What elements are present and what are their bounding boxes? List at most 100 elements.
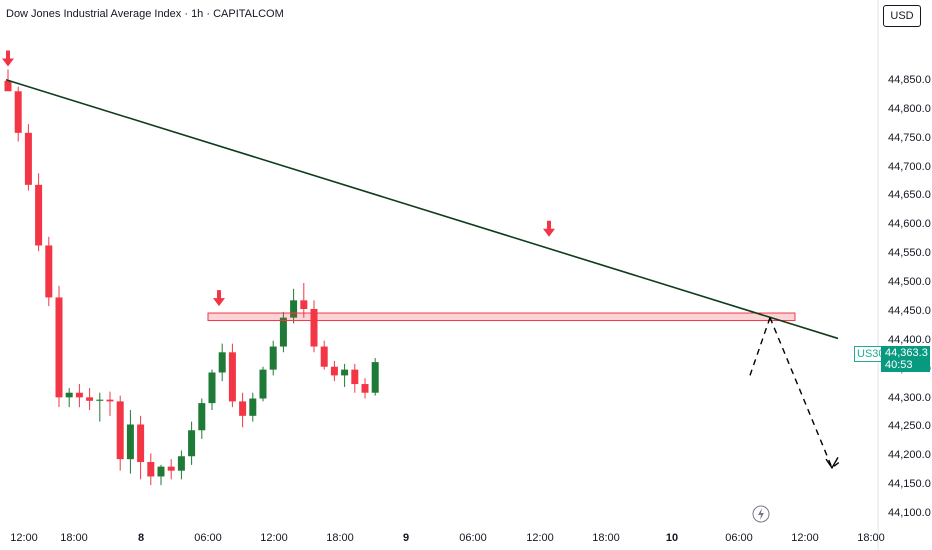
candle-body-up xyxy=(208,372,216,404)
candle xyxy=(35,173,43,252)
candle-body-up xyxy=(198,403,206,431)
candle-body-up xyxy=(249,398,257,416)
candle xyxy=(126,410,134,474)
candle xyxy=(45,236,53,307)
candle-body-down xyxy=(147,462,155,477)
candle-body-up xyxy=(218,352,226,373)
candle xyxy=(259,366,267,402)
y-tick-label: 44,750.0 xyxy=(888,131,931,144)
candle xyxy=(218,343,226,382)
candle xyxy=(177,450,185,480)
candle-body-up xyxy=(126,424,134,460)
candle-body-up xyxy=(269,346,277,370)
candle-body-down xyxy=(75,392,83,398)
projection-path xyxy=(769,317,842,469)
x-tick-label: 18:00 xyxy=(326,532,354,544)
candle xyxy=(106,391,114,416)
y-tick-label: 44,200.0 xyxy=(888,449,931,462)
arrow-marker-2 xyxy=(213,290,225,307)
y-tick-label: 44,450.0 xyxy=(888,304,931,317)
candle-body-up xyxy=(341,369,349,376)
x-tick-label: 06:00 xyxy=(725,532,753,544)
candle xyxy=(371,358,379,396)
candle xyxy=(188,421,196,465)
y-tick-label: 44,250.0 xyxy=(888,420,931,433)
candle-body-down xyxy=(361,384,369,393)
y-tick-label: 44,100.0 xyxy=(888,507,931,519)
candle xyxy=(65,388,73,408)
x-tick-label: 18:00 xyxy=(857,532,885,544)
candle-body-down xyxy=(228,352,236,402)
candle-body-down xyxy=(24,132,32,185)
y-tick-label: 44,700.0 xyxy=(888,160,931,173)
candle-body-up xyxy=(279,317,287,347)
candle-body-down xyxy=(14,91,22,133)
candle-body-down xyxy=(106,399,114,402)
projection-arrowhead xyxy=(825,457,839,470)
candle-body-down xyxy=(137,424,145,463)
down-arrow-icon xyxy=(543,220,555,237)
y-tick-label: 44,400.0 xyxy=(888,333,931,346)
currency-button[interactable]: USD xyxy=(883,5,921,27)
lightning-icon[interactable] xyxy=(752,505,770,523)
projection-lead xyxy=(749,317,771,376)
x-tick-label: 06:00 xyxy=(194,532,222,544)
down-arrow-icon xyxy=(213,290,225,307)
candle xyxy=(300,283,308,318)
candle-body-down xyxy=(167,466,175,471)
candle xyxy=(75,384,83,408)
candle xyxy=(279,311,287,353)
candle-body-down xyxy=(330,366,338,376)
candle xyxy=(198,398,206,439)
x-tick-label: 12:00 xyxy=(260,532,288,544)
bar-countdown: 40:53 xyxy=(885,359,913,371)
candle xyxy=(96,392,104,422)
candle xyxy=(55,285,63,408)
candle-body-down xyxy=(351,369,359,385)
candle xyxy=(137,415,145,480)
candle-body-down xyxy=(86,397,94,401)
candle xyxy=(341,363,349,387)
candle xyxy=(269,340,277,376)
candle xyxy=(290,288,298,324)
candle-body-down xyxy=(300,300,308,309)
resistance-zone xyxy=(207,312,796,322)
y-tick-label: 44,600.0 xyxy=(888,218,931,231)
candle-body-down xyxy=(35,184,43,246)
candle xyxy=(208,369,216,411)
candle-body-up xyxy=(96,399,104,401)
x-tick-label: 18:00 xyxy=(60,532,88,544)
arrow-marker-3 xyxy=(543,220,555,237)
x-tick-label: 12:00 xyxy=(791,532,819,544)
last-price-tag: US30 44,363.3 40:53 xyxy=(854,346,930,372)
x-tick-label: 12:00 xyxy=(526,532,554,544)
candle xyxy=(249,392,257,422)
candle xyxy=(4,69,12,92)
x-tick-label: 06:00 xyxy=(459,532,487,544)
candle-body-down xyxy=(55,297,63,398)
candle xyxy=(14,86,22,142)
candle xyxy=(310,300,318,353)
candle-body-down xyxy=(116,401,124,460)
candle-body-up xyxy=(177,456,185,471)
y-tick-label: 44,850.0 xyxy=(888,73,931,86)
candle xyxy=(351,363,359,393)
candle-body-down xyxy=(320,346,328,367)
y-tick-label: 44,550.0 xyxy=(888,247,931,260)
candle-body-up xyxy=(371,362,379,393)
x-tick-label: 9 xyxy=(402,532,410,544)
candle-body-down xyxy=(4,80,12,92)
last-price: 44,363.3 xyxy=(885,347,928,359)
y-tick-label: 44,300.0 xyxy=(888,391,931,404)
candle-body-up xyxy=(290,300,298,318)
candle xyxy=(167,459,175,480)
candle xyxy=(330,360,338,382)
candle xyxy=(361,378,369,399)
candle-body-up xyxy=(65,392,73,398)
candle xyxy=(116,395,124,471)
candle xyxy=(24,124,32,191)
chart-title: Dow Jones Industrial Average Index · 1h … xyxy=(6,8,284,20)
x-tick-label: 12:00 xyxy=(10,532,38,544)
y-tick-label: 44,650.0 xyxy=(888,189,931,202)
